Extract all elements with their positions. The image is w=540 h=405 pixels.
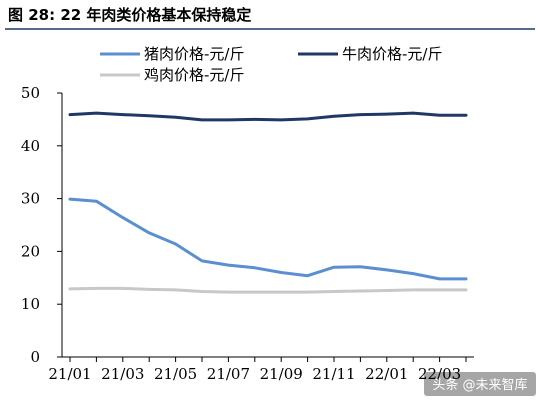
- data-point: [148, 231, 151, 235]
- data-point: [280, 118, 283, 122]
- data-point: [148, 114, 151, 117]
- x-tick-label: 22/01: [365, 365, 408, 383]
- legend-label: 猪肉价格-元/斤: [144, 45, 244, 63]
- legend-item: 牛肉价格-元/斤: [298, 45, 442, 63]
- data-point: [280, 271, 283, 274]
- x-tick-label: 21/09: [260, 365, 303, 383]
- series-2: [68, 286, 468, 294]
- data-point: [438, 113, 441, 117]
- data-point: [464, 277, 468, 281]
- watermark-text: 头条 @未来智库: [432, 377, 527, 393]
- data-point: [148, 288, 151, 291]
- series-layer: [68, 111, 468, 294]
- data-point: [412, 111, 415, 115]
- data-point: [332, 290, 336, 293]
- data-point: [227, 290, 230, 294]
- data-point: [332, 266, 336, 269]
- data-point: [121, 113, 125, 116]
- watermark-background: [424, 372, 536, 396]
- y-axis: 0 10 20 30 40 50: [21, 84, 63, 366]
- series-1: [68, 111, 468, 122]
- data-point: [385, 268, 388, 272]
- data-point: [412, 272, 415, 275]
- series-line: [68, 197, 468, 281]
- data-point: [464, 113, 468, 117]
- y-tick-label: 0: [30, 348, 40, 366]
- data-point: [359, 113, 362, 116]
- x-axis: 21/01 21/03 21/05 21/07 21/09 21/11 22/01 22/03: [48, 356, 474, 383]
- x-tick-label: 21/11: [312, 365, 355, 383]
- data-point: [412, 288, 415, 292]
- data-point: [280, 290, 283, 294]
- data-point: [227, 118, 230, 122]
- x-tick-label: 21/03: [101, 365, 144, 383]
- data-point: [174, 242, 177, 246]
- data-point: [438, 277, 441, 281]
- data-point: [95, 287, 98, 290]
- data-point: [95, 200, 98, 203]
- legend-item: 猪肉价格-元/斤: [100, 45, 244, 63]
- data-point: [200, 259, 204, 263]
- y-tick-label: 30: [21, 190, 40, 208]
- y-tick-label: 10: [21, 295, 40, 313]
- series-line: [68, 111, 468, 122]
- x-tick-label: 21/05: [154, 365, 197, 383]
- data-point: [253, 266, 256, 269]
- data-point: [385, 289, 388, 292]
- data-point: [95, 111, 98, 115]
- series-line: [68, 286, 468, 294]
- watermark: 头条 @未来智库: [424, 372, 536, 396]
- figure-title: 图 28: 22 年肉类价格基本保持稳定: [8, 6, 251, 24]
- data-point: [174, 116, 177, 119]
- data-point: [121, 216, 125, 219]
- data-point: [253, 118, 256, 121]
- data-point: [68, 287, 72, 291]
- legend-label: 牛肉价格-元/斤: [342, 45, 442, 63]
- data-point: [306, 290, 309, 294]
- data-point: [68, 197, 72, 201]
- data-point: [174, 288, 177, 292]
- y-tick-label: 40: [21, 137, 40, 155]
- x-tick-label: 21/01: [48, 365, 91, 383]
- x-tick-label: 22/03: [418, 365, 461, 383]
- data-point: [385, 112, 388, 116]
- data-point: [253, 290, 256, 294]
- legend-label: 鸡肉价格-元/斤: [144, 66, 244, 84]
- x-tick-label: 21/07: [207, 365, 250, 383]
- data-point: [464, 288, 468, 292]
- data-point: [121, 287, 125, 290]
- series-0: [68, 197, 468, 281]
- y-tick-label: 20: [21, 242, 40, 260]
- data-point: [227, 263, 230, 267]
- data-point: [200, 290, 204, 293]
- data-point: [68, 113, 72, 116]
- data-point: [359, 265, 362, 268]
- data-point: [200, 118, 204, 122]
- data-point: [359, 289, 362, 293]
- data-point: [438, 288, 441, 292]
- legend-item: 鸡肉价格-元/斤: [100, 66, 244, 84]
- y-tick-label: 50: [21, 84, 40, 102]
- data-point: [306, 117, 309, 121]
- data-point: [332, 115, 336, 118]
- data-point: [306, 274, 309, 277]
